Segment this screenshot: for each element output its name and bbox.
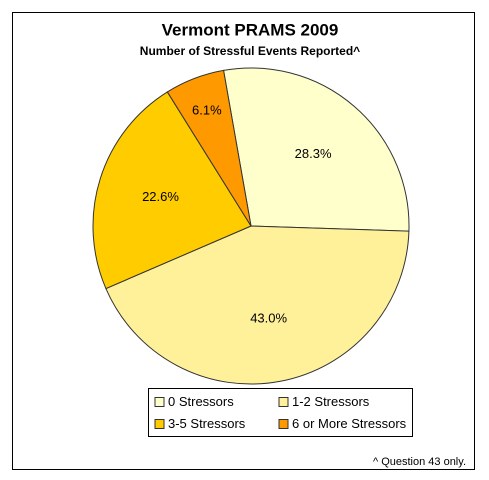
chart-title: Vermont PRAMS 2009: [162, 20, 339, 39]
pie-slice: [105, 225, 410, 385]
legend-swatch: [278, 419, 289, 429]
legend-label: 6 or More Stressors: [292, 416, 407, 431]
footnote: ^ Question 43 only.: [373, 456, 466, 468]
pie-slice: [166, 69, 252, 227]
legend-label: 3-5 Stressors: [168, 416, 246, 431]
legend-swatch: [154, 397, 165, 407]
legend-swatch: [154, 419, 165, 429]
chart-subtitle: Number of Stressful Events Reported^: [140, 44, 360, 58]
pie-slice: [92, 91, 252, 290]
legend-label: 1-2 Stressors: [292, 394, 370, 409]
slice-label: 43.0%: [250, 311, 287, 326]
slice-label: 22.6%: [142, 189, 179, 204]
pie-slice: [222, 67, 410, 232]
slice-label: 6.1%: [192, 102, 222, 117]
legend-label: 0 Stressors: [168, 394, 234, 409]
slice-label: 28.3%: [295, 146, 332, 161]
legend-swatch: [278, 397, 289, 407]
